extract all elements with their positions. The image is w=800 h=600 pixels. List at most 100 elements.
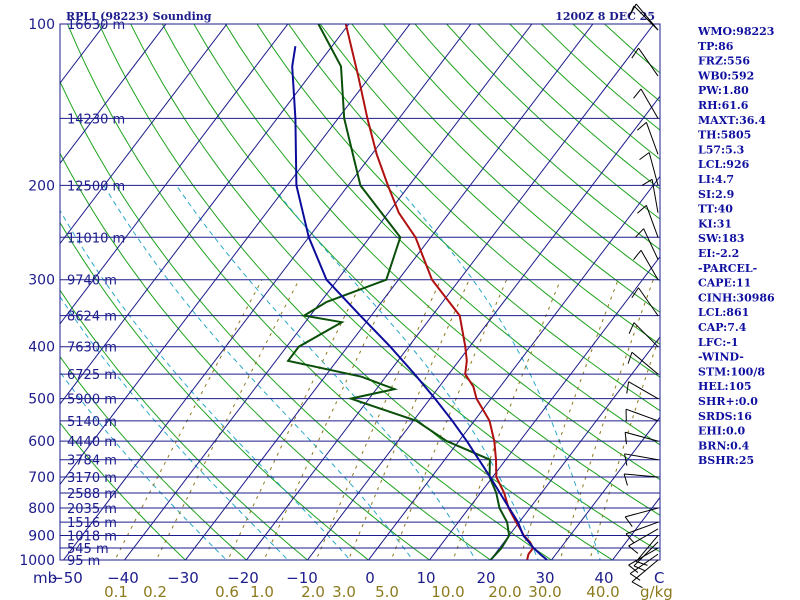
wind-barbs	[623, 3, 659, 589]
mixing-ratio-tick-label: 5.0	[375, 583, 399, 600]
height-label: 545 m	[67, 542, 109, 557]
height-label: 2035 m	[67, 502, 117, 517]
wind-barb-flag	[631, 581, 643, 589]
wind-barb	[625, 408, 659, 422]
mixing-ratio-line	[155, 279, 300, 560]
pressure-tick-label: 500	[28, 392, 55, 408]
moist-adiabat-line	[103, 185, 414, 560]
temperature-tick-label: 10	[416, 569, 435, 587]
temperature-tick-label: −10	[286, 569, 318, 587]
wind-barb-flag	[639, 152, 650, 161]
index-entry: RH:61.6	[698, 99, 749, 112]
index-entry: TH:5805	[698, 129, 751, 142]
height-label: 9740 m	[67, 274, 117, 289]
isotherm-line	[184, 24, 594, 560]
temperature-tick-label: −40	[107, 569, 139, 587]
mixing-ratio-line	[315, 279, 442, 560]
chart-time-label: 1200Z 8 DEC 25	[555, 10, 655, 23]
wind-barb	[633, 88, 659, 119]
index-entry: CAP:7.4	[698, 321, 747, 334]
wind-barb-staff	[651, 179, 659, 213]
height-label: 16630 m	[67, 18, 125, 33]
index-entry: LI:4.7	[698, 173, 734, 186]
wind-barb-flag	[624, 432, 627, 445]
height-label: 8624 m	[67, 310, 117, 325]
height-label: 3170 m	[67, 471, 117, 486]
pressure-tick-label: 1000	[19, 553, 55, 569]
wind-barb-staff	[631, 351, 659, 375]
wind-barb	[633, 249, 659, 280]
temperature-tick-label: 30	[535, 569, 554, 587]
mixing-ratio-axis-label: g/kg	[640, 583, 673, 600]
wind-barb	[624, 507, 659, 527]
isotherm-line	[367, 175, 660, 560]
dry-adiabat-line	[60, 422, 187, 560]
height-label: 6725 m	[67, 368, 117, 383]
isotherm-line	[306, 95, 660, 560]
wind-barb-staff	[628, 528, 659, 547]
index-entry: EI:-2.2	[698, 247, 739, 260]
wind-barb-flag	[637, 121, 647, 131]
wind-barb	[628, 322, 659, 348]
index-entry: -WIND-	[698, 351, 744, 364]
isotherm-line	[550, 416, 660, 560]
index-entry: SRDS:16	[698, 410, 752, 423]
wind-barb	[637, 204, 659, 238]
dry-adiabat-line	[60, 289, 309, 560]
height-label: 5900 m	[67, 393, 117, 408]
index-entry: CINH:30986	[698, 291, 775, 304]
index-entry: BSHR:25	[698, 454, 754, 467]
wind-barb-staff	[640, 250, 659, 280]
height-label: 95 m	[67, 554, 100, 569]
wind-barb-staff	[625, 507, 659, 518]
index-entry: EHI:0.0	[698, 425, 745, 438]
index-entry: WB0:592	[697, 69, 754, 82]
height-label: 12500 m	[67, 179, 125, 194]
wind-barb-flag	[633, 88, 642, 99]
temperature-tick-label: −20	[227, 569, 259, 587]
mixing-ratio-line	[263, 279, 396, 560]
wind-barb-flag	[634, 228, 644, 238]
wind-barb	[639, 152, 659, 186]
height-label: 3784 m	[67, 454, 117, 469]
isotherm-line	[489, 336, 660, 560]
wind-barb-flag	[631, 287, 639, 299]
wind-barb-flag	[623, 473, 628, 486]
mixing-ratio-tick-labels: 0.1 0.2 0.6 1.0 2.0 3.0 5.0 10.0 20.0 30.0 40.0	[104, 583, 620, 600]
index-entry: SI:2.9	[698, 188, 734, 201]
index-entry: SHR+:0.0	[698, 395, 758, 408]
mixing-ratio-tick-label: 3.0	[332, 583, 356, 600]
pressure-tick-label: 300	[28, 273, 55, 289]
index-entry: SW:183	[698, 232, 745, 245]
isotherm-line	[62, 24, 472, 560]
index-entry: FRZ:556	[698, 55, 750, 68]
wind-barb-flag	[628, 322, 635, 334]
height-label: 11010 m	[67, 231, 125, 246]
moist-adiabat-line	[271, 185, 539, 560]
temperature-tick-label: 0	[365, 569, 375, 587]
wind-barb-flag	[624, 453, 628, 466]
index-entry: L57:5.3	[698, 143, 744, 156]
wind-barb-staff	[624, 473, 659, 478]
wind-barb-staff	[645, 205, 659, 238]
temperature-tick-labels: −50 −40 −30 −20 −10 0 10 20 30 40	[51, 569, 613, 587]
height-label: 1516 m	[67, 516, 117, 531]
index-entry: BRN:0.4	[698, 439, 750, 452]
height-labels: 16630 m 14230 m 12500 m 11010 m 9740 m 8624 m…	[67, 18, 125, 569]
moist-adiabat-line	[175, 185, 477, 560]
isotherm-line	[60, 24, 167, 165]
mixing-ratio-tick-label: 30.0	[528, 583, 561, 600]
wind-barb-flag	[625, 533, 635, 544]
wind-barb-staff	[624, 453, 659, 461]
mixing-ratio-tick-label: 1.0	[250, 583, 274, 600]
index-entry: LCL:861	[698, 306, 749, 319]
wind-barb-flag	[624, 516, 633, 527]
wind-barb	[635, 535, 659, 566]
moist-adiabats	[60, 185, 601, 560]
wind-barb	[637, 121, 659, 155]
index-entry: TP:86	[698, 40, 734, 53]
wind-barb	[624, 431, 659, 445]
moist-adiabat-line	[395, 185, 601, 560]
moist-adiabat-line	[60, 371, 228, 560]
